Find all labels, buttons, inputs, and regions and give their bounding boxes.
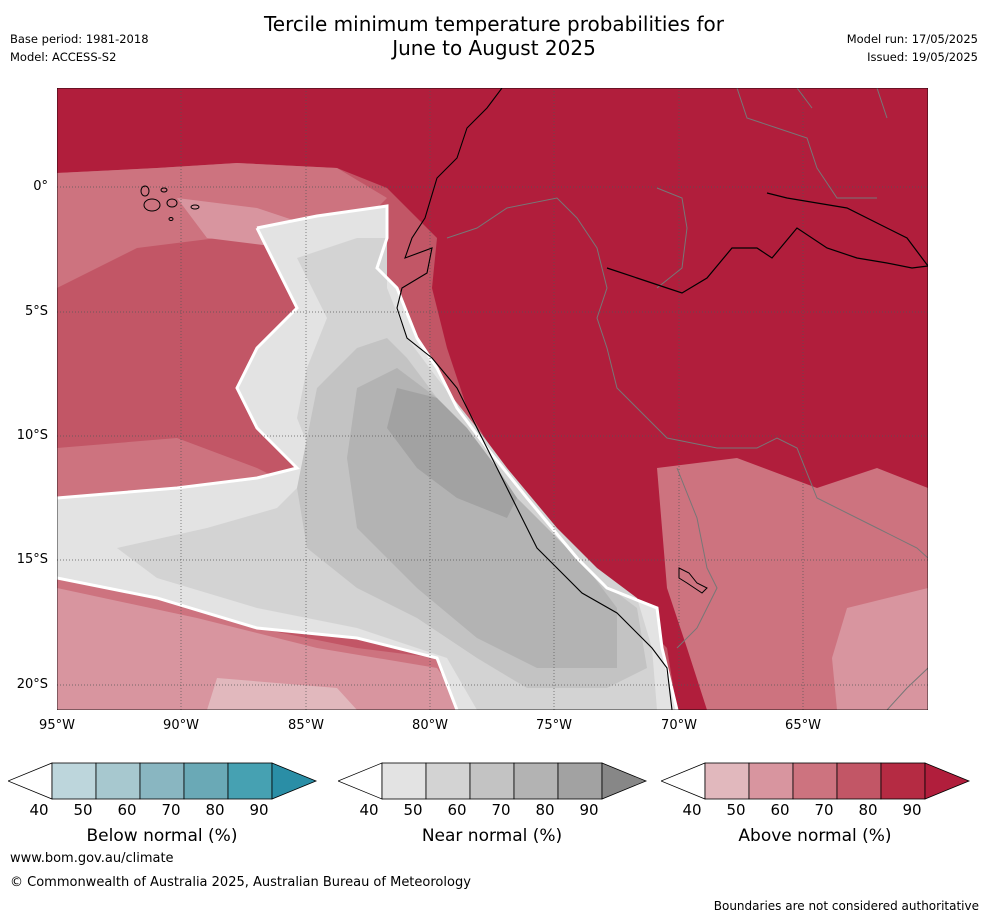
colorbar-near-label: Near normal (%): [421, 826, 563, 846]
colorbar-tick: 60: [117, 801, 137, 819]
galapagos-islands: [140, 185, 200, 221]
issued-date: Issued: 19/05/2025: [867, 50, 978, 64]
lat-label-15s: 15°S: [16, 552, 48, 567]
model-run: Model run: 17/05/2025: [846, 32, 978, 46]
colorbar-segment: [880, 762, 926, 800]
colorbar-tick: 90: [249, 801, 269, 819]
colorbar-segment: [836, 762, 882, 800]
colorbar-segment: [51, 762, 97, 800]
colorbar-tick: 40: [29, 801, 49, 819]
colorbar-segment: [469, 762, 515, 800]
colorbar-tick: 40: [682, 801, 702, 819]
lon-label-90w: 90°W: [163, 718, 199, 733]
lat-label-20s: 20°S: [16, 677, 48, 692]
website-link[interactable]: www.bom.gov.au/climate: [10, 851, 174, 866]
page-title: Tercile minimum temperature probabilitie…: [0, 12, 988, 60]
above-60-south: [832, 588, 928, 710]
colorbar-segment: [271, 762, 318, 800]
near-normal-80: [387, 388, 517, 518]
coastline: [396, 88, 673, 710]
model-name: Model: ACCESS-S2: [10, 50, 117, 64]
colorbar-tick: 60: [447, 801, 467, 819]
colorbar-above-label: Above normal (%): [738, 826, 892, 846]
probability-map: [57, 88, 928, 710]
colorbar-segment: [425, 762, 471, 800]
copyright: © Commonwealth of Australia 2025, Austra…: [10, 875, 471, 890]
colorbar-tick: 70: [161, 801, 181, 819]
colorbar-below-label: Below normal (%): [86, 826, 238, 846]
colorbar-tick: 60: [770, 801, 790, 819]
colorbar-below-normal: [8, 762, 318, 800]
amazon-river: [606, 192, 928, 294]
lat-label-0: 0°: [33, 179, 48, 194]
above-60-southwest: [57, 588, 467, 710]
dominant-category-contour: [57, 204, 679, 710]
colorbar-tick: 80: [205, 801, 225, 819]
disclaimer: Boundaries are not considered authoritat…: [713, 899, 979, 913]
title-line-2: June to August 2025: [392, 36, 596, 60]
colorbar-segment: [95, 762, 141, 800]
colorbar-tick: 70: [491, 801, 511, 819]
lake-titicaca: [678, 567, 708, 594]
colorbar-segment: [601, 762, 648, 800]
colorbar-segment: [924, 762, 971, 800]
lon-label-80w: 80°W: [412, 718, 448, 733]
colorbar-tick: 50: [726, 801, 746, 819]
colorbar-tick: 70: [814, 801, 834, 819]
lon-label-95w: 95°W: [39, 718, 75, 733]
colorbar-tick: 90: [579, 801, 599, 819]
colorbar-tick: 50: [403, 801, 423, 819]
colorbar-segment: [338, 762, 383, 800]
colorbar-tick: 90: [902, 801, 922, 819]
colorbar-tick: 50: [73, 801, 93, 819]
above-50-southwest: [207, 678, 357, 710]
colorbar-segment: [381, 762, 427, 800]
colorbar-segment: [661, 762, 706, 800]
lon-label-85w: 85°W: [288, 718, 324, 733]
graticule: [57, 88, 928, 710]
title-line-1: Tercile minimum temperature probabilitie…: [263, 12, 725, 36]
colorbar-segment: [513, 762, 559, 800]
colorbar-above-normal: [661, 762, 971, 800]
colorbar-segment: [8, 762, 53, 800]
colorbar-segment: [227, 762, 273, 800]
colorbar-segment: [557, 762, 603, 800]
lon-label-65w: 65°W: [785, 718, 821, 733]
colorbar-near-normal: [338, 762, 648, 800]
colorbar-segment: [792, 762, 838, 800]
colorbar-segment: [748, 762, 794, 800]
colorbar-tick: 40: [359, 801, 379, 819]
lon-label-75w: 75°W: [536, 718, 572, 733]
colorbar-tick: 80: [535, 801, 555, 819]
country-borders: [446, 88, 928, 710]
base-period: Base period: 1981-2018: [10, 32, 149, 46]
colorbar-tick: 80: [858, 801, 878, 819]
lat-label-10s: 10°S: [16, 428, 48, 443]
colorbar-segment: [704, 762, 750, 800]
lon-label-70w: 70°W: [661, 718, 697, 733]
lat-label-5s: 5°S: [24, 304, 48, 319]
colorbar-segment: [183, 762, 229, 800]
colorbar-segment: [139, 762, 185, 800]
